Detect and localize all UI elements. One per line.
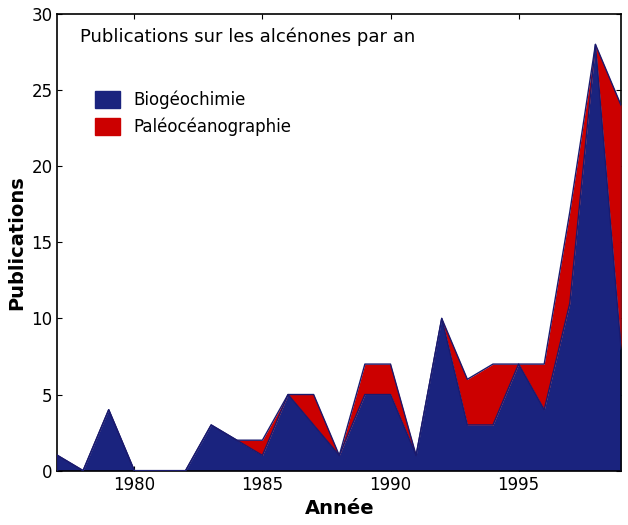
Legend: Biogéochimie, Paléocéanographie: Biogéochimie, Paléocéanographie xyxy=(89,84,298,143)
X-axis label: Année: Année xyxy=(305,499,374,518)
Y-axis label: Publications: Publications xyxy=(7,175,26,310)
Text: Publications sur les alcénones par an: Publications sur les alcénones par an xyxy=(80,28,415,46)
